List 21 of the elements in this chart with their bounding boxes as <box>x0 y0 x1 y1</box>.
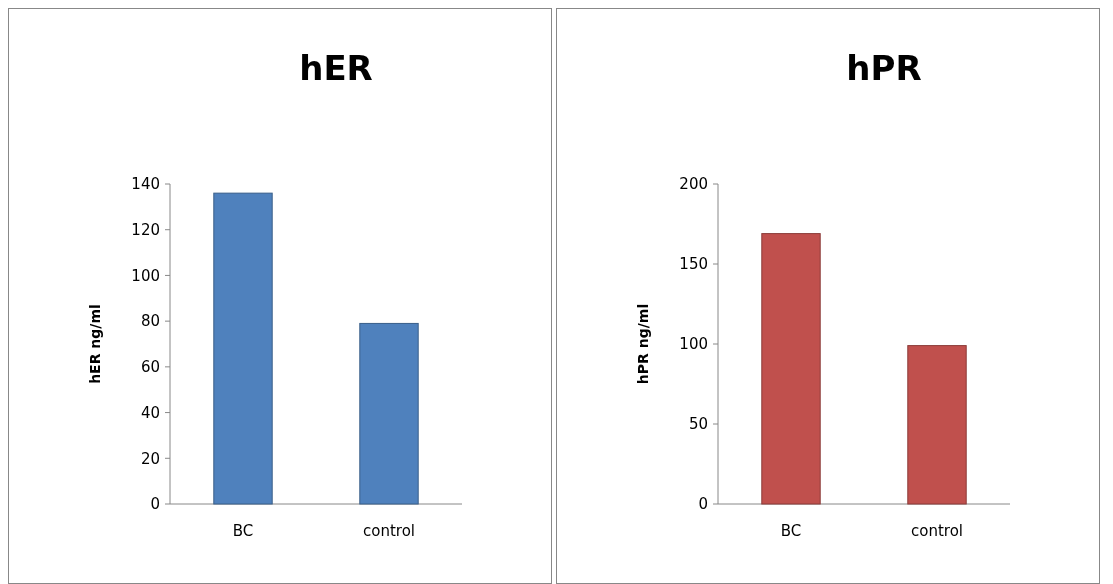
x-tick-label: BC <box>232 522 254 540</box>
y-tick-label: 40 <box>140 403 160 422</box>
y-axis-title: hER ng/ml <box>87 304 103 384</box>
y-tick-label: 140 <box>131 175 160 194</box>
y-tick-label: 60 <box>140 358 160 377</box>
chart-title: hPR <box>846 48 922 88</box>
y-tick-label: 100 <box>679 335 708 354</box>
chart-title: hER <box>299 48 373 88</box>
y-tick-label: 150 <box>679 255 708 274</box>
x-tick-label: control <box>911 522 963 540</box>
y-tick-label: 200 <box>679 175 708 194</box>
y-tick-label: 100 <box>131 266 160 285</box>
y-tick-label: 120 <box>131 220 160 239</box>
y-tick-label: 50 <box>688 415 708 434</box>
x-tick-label: control <box>363 522 415 540</box>
x-tick-label: BC <box>780 522 802 540</box>
y-tick-label: 0 <box>698 495 708 514</box>
y-tick-label: 0 <box>150 495 160 514</box>
y-axis-title: hPR ng/ml <box>635 303 651 385</box>
y-tick-label: 20 <box>140 449 160 468</box>
y-tick-label: 80 <box>140 312 160 331</box>
